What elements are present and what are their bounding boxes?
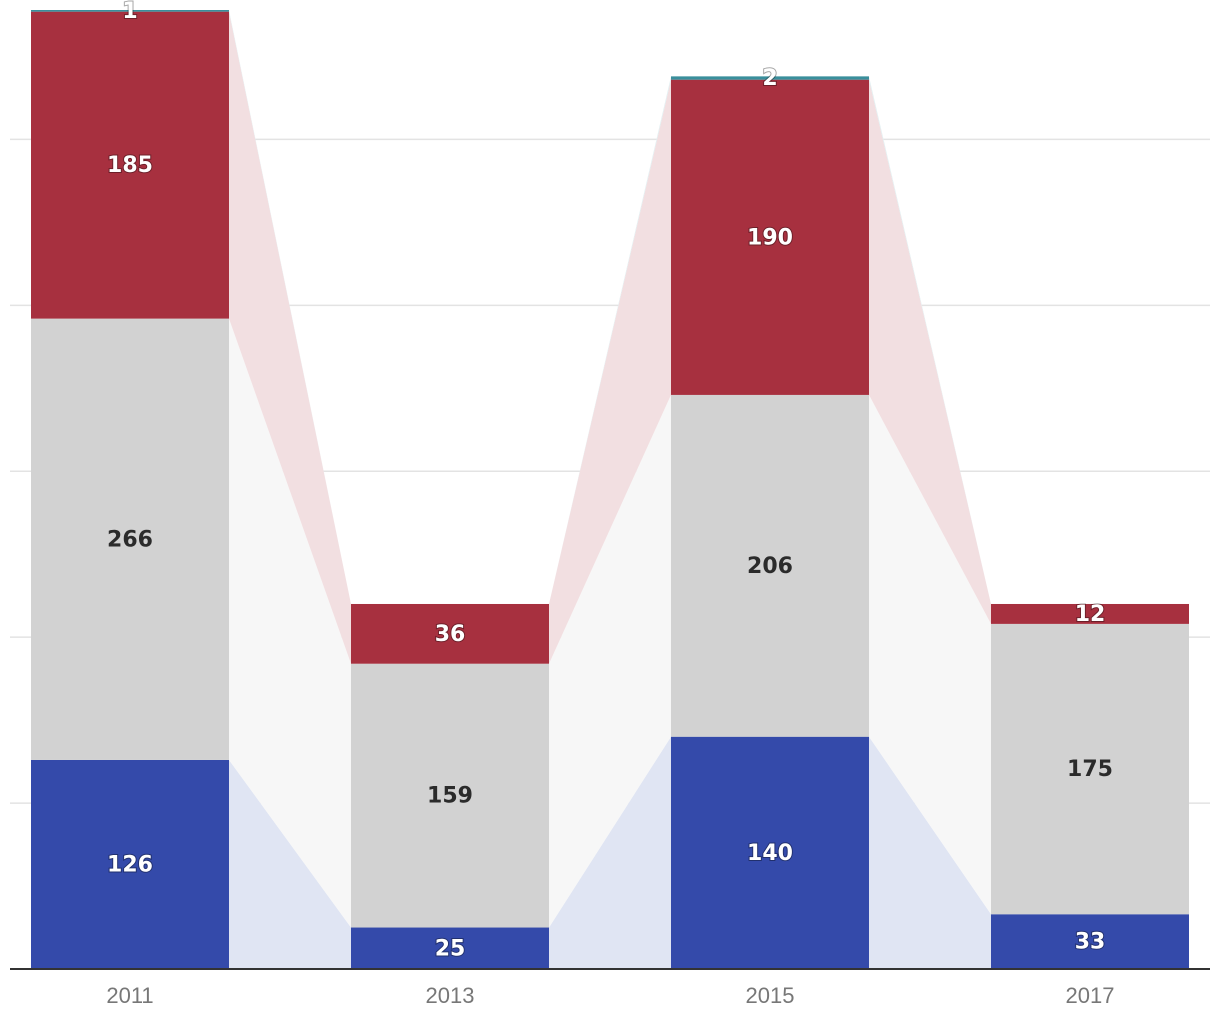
data-label-gray-2013: 159: [427, 784, 473, 809]
x-tick-label: 2017: [1066, 983, 1115, 1008]
x-tick-label: 2011: [106, 983, 153, 1008]
connector-band-red: [229, 11, 351, 664]
connector-band-gray: [229, 318, 351, 928]
connector-band-gray: [869, 394, 991, 915]
connector-band-teal: [229, 10, 351, 604]
data-label-red-2017: 12: [1075, 602, 1106, 627]
connector-band-red: [549, 79, 671, 664]
data-label-gray-2015: 206: [747, 554, 793, 579]
bar-segment-red-2015: [671, 79, 869, 395]
data-label-gray-2017: 175: [1067, 757, 1113, 782]
data-label-gray-2011: 266: [107, 527, 153, 552]
connector-bands: [229, 10, 991, 969]
bar-segment-blue-2011: [31, 759, 229, 969]
data-label-blue-2017: 33: [1075, 930, 1106, 955]
connector-band-teal: [869, 76, 991, 604]
connector-band-gray: [549, 394, 671, 928]
data-label-blue-2011: 126: [107, 852, 153, 877]
connector-band-red: [869, 79, 991, 624]
data-label-blue-2013: 25: [435, 936, 466, 961]
bar-segment-blue-2017: [991, 914, 1189, 969]
bar-segment-teal-2015: [671, 76, 869, 80]
data-label-red-2015: 190: [747, 225, 793, 250]
x-tick-label: 2015: [746, 983, 795, 1008]
connector-band-blue: [229, 759, 351, 969]
connector-band-blue: [869, 736, 991, 969]
bar-segment-red-2017: [991, 603, 1189, 624]
bar-segment-gray-2011: [31, 318, 229, 760]
data-label-blue-2015: 140: [747, 841, 793, 866]
bar-segment-blue-2015: [671, 736, 869, 969]
data-label-teal-2015: 2: [762, 66, 777, 91]
bar-segment-gray-2017: [991, 623, 1189, 915]
x-axis-ticks: 2011 2013 2015 2017: [106, 983, 1114, 1008]
bar-segment-red-2013: [351, 603, 549, 664]
bars: [31, 10, 1189, 969]
data-label-red-2011: 185: [107, 153, 153, 178]
x-tick-label: 2013: [426, 983, 475, 1008]
segment-labels: 126 266 185 1 25 159 36 140 206 190 2 33 175 12: [106, 0, 1113, 962]
data-label-red-2013: 36: [435, 622, 466, 647]
bar-segment-gray-2015: [671, 394, 869, 737]
bar-segment-teal-2011: [31, 10, 229, 12]
bar-segment-red-2011: [31, 11, 229, 319]
connector-band-blue: [549, 736, 671, 969]
bar-segment-blue-2013: [351, 927, 549, 969]
data-label-teal-2011: 1: [122, 0, 137, 24]
bar-segment-gray-2013: [351, 663, 549, 928]
connector-band-teal: [549, 76, 671, 604]
